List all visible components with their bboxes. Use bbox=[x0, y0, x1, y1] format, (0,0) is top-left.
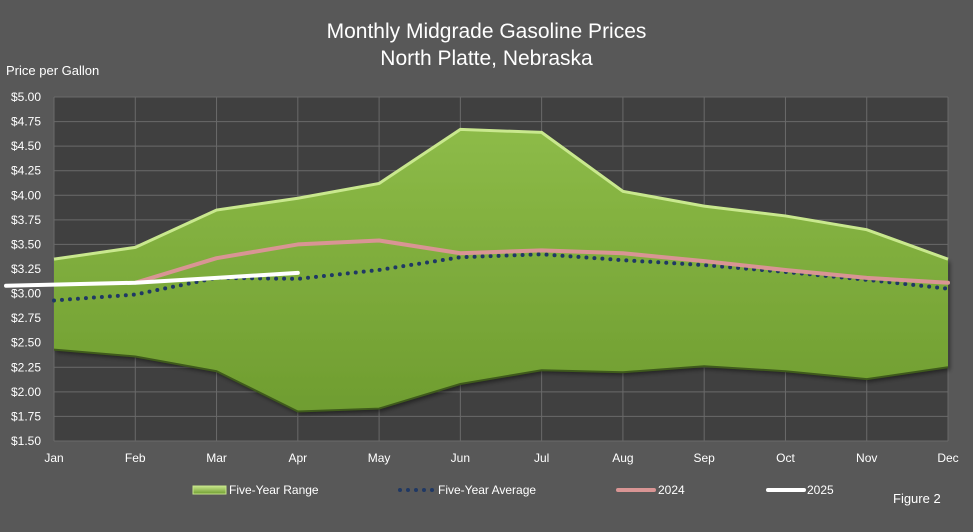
x-tick-label: Nov bbox=[856, 451, 877, 465]
legend-label-five-year-average: Five-Year Average bbox=[438, 483, 536, 497]
x-tick-label: Jul bbox=[534, 451, 549, 465]
five-year-range-low-edge bbox=[53, 348, 949, 413]
x-tick-label: Dec bbox=[937, 451, 958, 465]
y-tick-label: $3.25 bbox=[11, 262, 41, 276]
legend-label-2025: 2025 bbox=[807, 483, 834, 497]
y-axis-label: Price per Gallon bbox=[6, 63, 100, 78]
y-tick-label: $2.75 bbox=[11, 311, 41, 325]
y-tick-label: $1.50 bbox=[11, 434, 41, 448]
series-line-2024 bbox=[133, 238, 950, 285]
series-line-2025 bbox=[4, 270, 300, 288]
x-tick-label: Jan bbox=[44, 451, 63, 465]
y-tick-label: $2.50 bbox=[11, 336, 41, 350]
chart-subtitle: North Platte, Nebraska bbox=[380, 47, 593, 70]
x-tick-label: Sep bbox=[694, 451, 716, 465]
y-tick-label: $5.00 bbox=[11, 90, 41, 104]
legend-swatch-five-year-range bbox=[192, 485, 227, 495]
y-tick-label: $3.50 bbox=[11, 237, 41, 251]
x-tick-label: Mar bbox=[206, 451, 227, 465]
y-tick-label: $1.75 bbox=[11, 409, 41, 423]
five-year-range-high-edge bbox=[53, 127, 949, 261]
chart-title: Monthly Midgrade Gasoline Prices bbox=[326, 20, 647, 43]
chart-title-block: Monthly Midgrade Gasoline Prices North P… bbox=[0, 18, 973, 72]
y-tick-label: $4.25 bbox=[11, 164, 41, 178]
y-tick-label: $2.25 bbox=[11, 360, 41, 374]
figure-label: Figure 2 bbox=[893, 491, 941, 506]
x-tick-label: Apr bbox=[288, 451, 307, 465]
legend-label-2024: 2024 bbox=[658, 483, 685, 497]
y-tick-label: $4.00 bbox=[11, 188, 41, 202]
y-tick-label: $2.00 bbox=[11, 385, 41, 399]
x-tick-label: Feb bbox=[125, 451, 146, 465]
y-tick-label: $3.00 bbox=[11, 287, 41, 301]
x-tick-label: May bbox=[368, 451, 391, 465]
y-tick-label: $3.75 bbox=[11, 213, 41, 227]
five-year-range-area bbox=[54, 129, 948, 412]
y-tick-label: $4.75 bbox=[11, 115, 41, 129]
y-tick-label: $4.50 bbox=[11, 139, 41, 153]
x-tick-label: Jun bbox=[451, 451, 470, 465]
x-tick-label: Oct bbox=[776, 451, 795, 465]
x-tick-label: Aug bbox=[612, 451, 633, 465]
legend-label-five-year-range: Five-Year Range bbox=[229, 483, 319, 497]
